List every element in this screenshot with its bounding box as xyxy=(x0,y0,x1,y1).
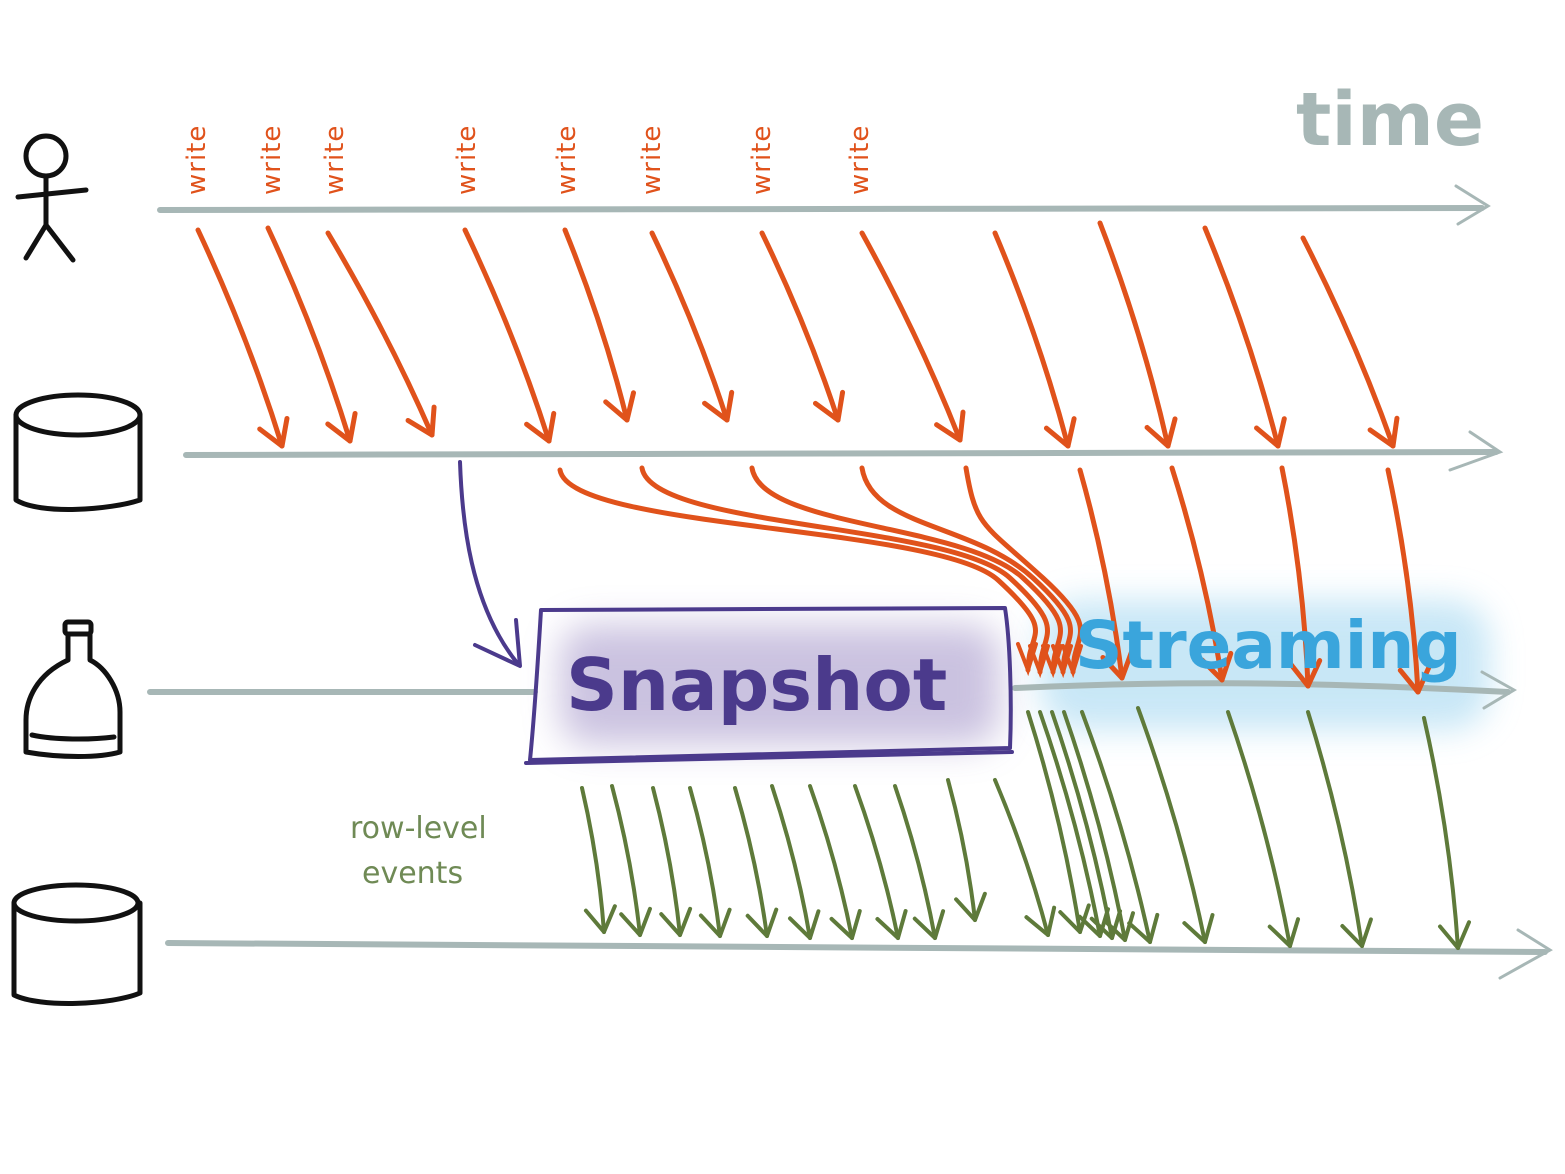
write-arrow xyxy=(649,230,735,423)
row-level-label: row-level xyxy=(350,811,487,846)
streaming-arrows xyxy=(1077,465,1432,695)
event-arrow xyxy=(1026,710,1091,934)
connector-bottle-icon xyxy=(23,619,123,759)
write-label: write xyxy=(845,125,875,195)
write-label: write xyxy=(552,125,582,195)
timeline-target-db xyxy=(165,928,1553,980)
event-arrow xyxy=(688,786,732,938)
event-arrow xyxy=(1226,710,1301,948)
timeline-source-db xyxy=(183,430,1504,472)
write-arrow xyxy=(1202,225,1287,449)
event-arrow xyxy=(1080,710,1160,944)
event-arrow xyxy=(770,784,821,940)
streaming-arrow xyxy=(1169,465,1234,683)
event-arrow xyxy=(580,786,617,934)
event-arrow xyxy=(993,778,1057,937)
event-arrow xyxy=(1306,710,1373,948)
event-arrow xyxy=(733,786,779,938)
snapshot-glow xyxy=(560,625,1000,745)
event-arrow xyxy=(1136,706,1215,944)
snapshot-box xyxy=(524,606,1014,765)
event-arrow xyxy=(853,784,908,940)
write-label: write xyxy=(452,125,482,195)
write-arrow xyxy=(195,227,290,449)
row-level-events-note: row-level events xyxy=(350,811,487,891)
streaming-arrow xyxy=(1385,467,1432,695)
row-level-event-arrows xyxy=(580,706,1471,950)
target-database-icon xyxy=(11,882,143,1006)
write-label: write xyxy=(747,125,777,195)
write-arrow xyxy=(1300,235,1400,449)
event-arrow xyxy=(1050,710,1123,940)
events-label: events xyxy=(362,856,463,891)
event-arrow xyxy=(610,784,652,937)
write-label: write xyxy=(182,125,212,195)
write-arrow xyxy=(1097,220,1178,449)
event-arrow xyxy=(808,784,862,940)
write-label: write xyxy=(320,125,350,195)
event-arrow xyxy=(946,778,987,922)
streaming-arrow xyxy=(1279,465,1323,689)
event-arrow xyxy=(651,786,693,937)
snapshot-read-arrow xyxy=(458,460,522,668)
streaming-label: Streaming xyxy=(1075,607,1462,684)
write-label: write xyxy=(637,125,667,195)
streaming-arrow xyxy=(1077,467,1135,681)
timelines xyxy=(147,184,1553,980)
time-label: time xyxy=(1296,77,1484,163)
event-arrow xyxy=(1422,716,1471,950)
event-arrow xyxy=(893,784,946,940)
write-label: write xyxy=(257,125,287,195)
write-arrow xyxy=(462,227,557,444)
streaming-glow xyxy=(1040,600,1490,730)
source-database-icon xyxy=(13,392,143,512)
change-stream-arrow xyxy=(963,465,1083,679)
write-arrow xyxy=(325,230,437,438)
write-arrow xyxy=(859,230,966,443)
snapshot-label: Snapshot xyxy=(566,643,947,727)
timeline-user xyxy=(157,184,1491,226)
change-stream-arrows xyxy=(557,465,1083,679)
write-arrow xyxy=(992,230,1077,449)
write-labels: write write write write write write writ… xyxy=(182,125,875,195)
user-stick-figure-icon xyxy=(15,133,89,263)
write-arrow xyxy=(759,230,846,423)
write-arrows xyxy=(195,220,1400,449)
event-arrow xyxy=(1038,710,1110,938)
write-arrow xyxy=(265,225,358,444)
write-arrow xyxy=(562,227,637,423)
